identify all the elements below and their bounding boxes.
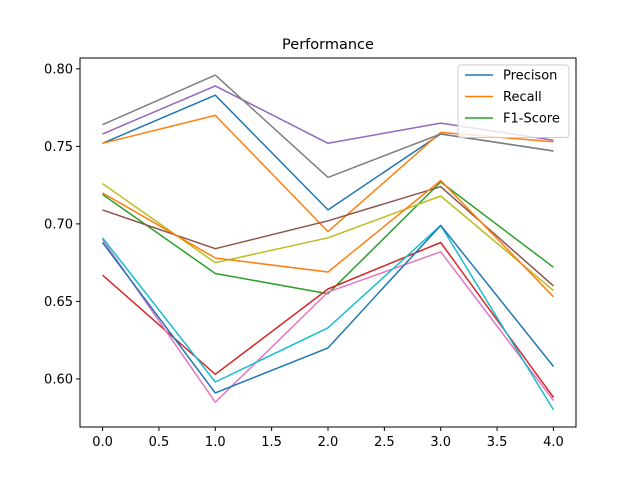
x-tick-label: 2.0 <box>318 435 339 450</box>
chart-title: Performance <box>282 37 374 53</box>
y-tick-label: 0.65 <box>44 295 73 310</box>
x-tick-label: 0.5 <box>149 435 170 450</box>
x-tick-label: 1.5 <box>261 435 282 450</box>
legend-label: F1-Score <box>503 112 560 127</box>
series-line-7 <box>101 238 555 403</box>
series-line-10 <box>101 224 555 411</box>
series-line-3 <box>102 181 554 295</box>
x-axis: 0.0 0.5 1.0 1.5 2.0 2.5 3.0 3.5 4.0 <box>92 427 564 450</box>
series-line-11 <box>101 224 555 394</box>
legend-box <box>457 64 570 138</box>
series-line-9 <box>102 182 554 292</box>
x-tick-label: 1.0 <box>205 435 226 450</box>
y-tick-label: 0.75 <box>44 140 73 155</box>
series-line-12 <box>102 179 555 298</box>
y-tick-label: 0.70 <box>44 217 73 232</box>
series-line-4 <box>102 241 555 398</box>
y-tick-label: 0.60 <box>44 372 73 387</box>
legend: Precison Recall F1-Score <box>457 64 570 138</box>
y-axis: 0.60 0.65 0.70 0.75 0.80 <box>44 62 80 387</box>
series-layer <box>101 74 555 411</box>
x-tick-label: 0.0 <box>92 435 113 450</box>
legend-label: Precison <box>503 69 557 84</box>
series-line-6 <box>102 185 554 287</box>
x-tick-label: 3.0 <box>430 435 451 450</box>
series-line-8 <box>102 74 554 179</box>
legend-label: Recall <box>503 90 542 105</box>
y-tick-label: 0.80 <box>44 62 73 77</box>
x-tick-label: 4.0 <box>543 435 564 450</box>
x-tick-label: 2.5 <box>374 435 395 450</box>
x-tick-label: 3.5 <box>487 435 508 450</box>
